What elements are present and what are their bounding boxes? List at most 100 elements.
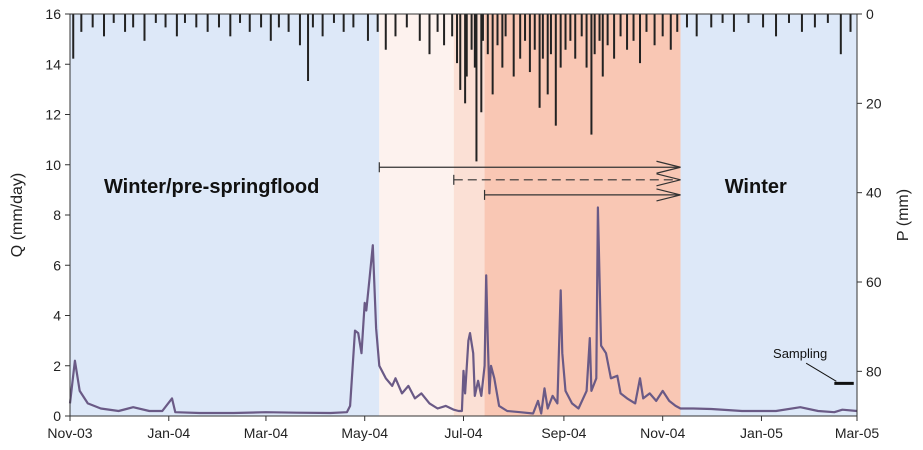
precip-bar-83	[676, 14, 679, 32]
arrow-1	[453, 173, 681, 187]
precip-bar-2	[91, 14, 94, 28]
precip-bar-53	[512, 14, 515, 77]
precip-bar-73	[606, 14, 609, 46]
precip-bar-41	[464, 14, 467, 104]
precip-bar-1	[80, 14, 83, 32]
precip-bar-8	[154, 14, 157, 23]
precip-bar-43	[470, 14, 473, 50]
precip-bar-87	[721, 14, 724, 23]
x-tick-label: Nov-04	[640, 425, 685, 441]
y2-axis-title: P (mm)	[895, 189, 912, 241]
precipitation-bars	[72, 14, 852, 162]
y-tick-label: 16	[45, 6, 61, 22]
precip-bar-92	[787, 14, 790, 23]
y-tick-label: 2	[53, 358, 61, 374]
precip-bar-5	[124, 14, 127, 32]
precip-bar-6	[132, 14, 135, 28]
precip-bar-9	[164, 14, 167, 28]
precip-bar-56	[528, 14, 531, 73]
precip-bar-72	[601, 14, 604, 77]
arrow-head	[656, 173, 681, 187]
precip-bar-7	[143, 14, 146, 41]
precip-bar-55	[524, 14, 527, 41]
arrow-0	[378, 160, 681, 174]
precip-bar-32	[394, 14, 397, 37]
precip-bar-74	[613, 14, 616, 59]
y2-tick-label: 20	[866, 95, 882, 111]
y-tick-label: 6	[53, 257, 61, 273]
precip-bar-35	[428, 14, 431, 55]
precip-bar-42	[465, 14, 468, 77]
precip-bar-12	[195, 14, 198, 28]
arrow-head	[656, 160, 681, 174]
precip-bar-79	[645, 14, 648, 32]
x-tick-label: May-04	[341, 425, 388, 441]
precip-bar-61	[549, 14, 552, 55]
precip-bar-81	[661, 14, 664, 37]
precip-bar-38	[451, 14, 454, 37]
precip-bar-19	[269, 14, 272, 41]
y2-tick-label: 40	[866, 185, 882, 201]
precip-bar-65	[569, 14, 572, 41]
y-tick-label: 10	[45, 157, 61, 173]
precip-bar-71	[598, 14, 601, 41]
x-tick-label: Jan-04	[147, 425, 190, 441]
precip-bar-69	[590, 14, 593, 135]
y-tick-label: 4	[53, 308, 61, 324]
period-band-4	[680, 14, 857, 416]
precip-bar-78	[639, 14, 642, 64]
precip-bar-94	[813, 14, 816, 28]
precip-bar-3	[103, 14, 106, 37]
y-tick-label: 12	[45, 107, 61, 123]
precip-bar-54	[519, 14, 522, 59]
precip-bar-80	[653, 14, 656, 46]
precip-bar-67	[580, 14, 583, 37]
precip-bar-50	[496, 14, 499, 46]
precip-bar-86	[710, 14, 713, 28]
precip-bar-31	[384, 14, 387, 50]
precip-bar-16	[239, 14, 242, 23]
precip-bar-60	[546, 14, 549, 95]
y-tick-label: 14	[45, 56, 61, 72]
precip-bar-15	[229, 14, 232, 37]
precip-bar-13	[206, 14, 209, 32]
precip-bar-18	[260, 14, 263, 28]
precip-bar-90	[762, 14, 765, 28]
precip-bar-44	[473, 14, 476, 68]
y2-tick-label: 80	[866, 363, 882, 379]
precip-bar-11	[183, 14, 186, 23]
precip-bar-64	[564, 14, 567, 50]
arrow-2	[483, 188, 681, 202]
precip-bar-52	[504, 14, 507, 37]
y-tick-label: 0	[53, 408, 61, 424]
y2-tick-label: 0	[866, 6, 874, 22]
y-tick-label: 8	[53, 207, 61, 223]
precip-bar-85	[695, 14, 698, 37]
annotation-leader	[805, 362, 837, 382]
precip-bar-22	[298, 14, 301, 46]
precip-bar-63	[559, 14, 562, 68]
discharge-series	[68, 206, 858, 415]
precip-bar-14	[217, 14, 220, 28]
discharge-line	[68, 206, 858, 415]
precip-bar-30	[376, 14, 379, 32]
x-tick-label: Mar-05	[835, 425, 880, 441]
precip-bar-29	[366, 14, 369, 41]
precip-bar-36	[436, 14, 439, 32]
precip-bar-17	[248, 14, 251, 32]
precip-bar-70	[593, 14, 596, 55]
axes: 0 2 4 6 8 10 12 14 16 0 20 40 60 80 Nov-03 Jan-04 Mar-04…	[9, 6, 912, 441]
x-tick-label: Nov-03	[47, 425, 92, 441]
precip-bar-40	[459, 14, 462, 90]
season-periods	[70, 14, 857, 416]
precip-bar-66	[574, 14, 577, 59]
precip-bar-34	[418, 14, 421, 41]
season-label-4: Winter	[725, 176, 787, 198]
precip-bar-57	[533, 14, 536, 50]
precip-bar-4	[112, 14, 115, 23]
period-band-0	[70, 14, 380, 416]
precip-bar-47	[481, 14, 484, 41]
chart-labels: Winter/pre-springflood Winter Sampling	[104, 176, 837, 382]
precip-bar-88	[732, 14, 735, 32]
